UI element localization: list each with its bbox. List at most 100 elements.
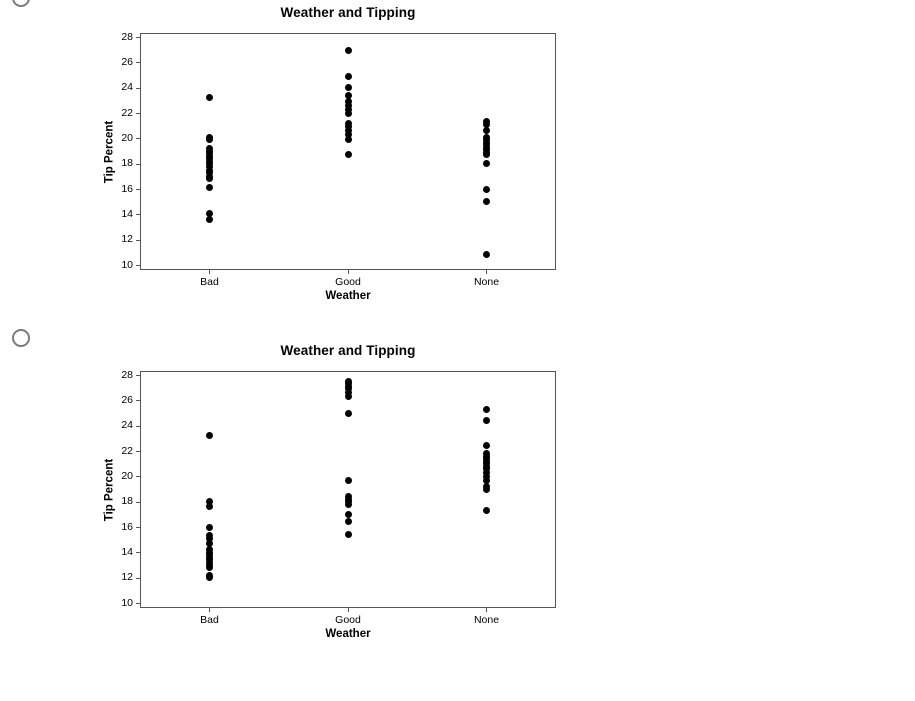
y-tick-mark [136, 425, 140, 427]
x-axis-label: Weather [325, 628, 371, 640]
data-point [483, 485, 490, 493]
data-point [483, 120, 490, 128]
x-tick-label: Good [335, 614, 361, 626]
option-2-radio[interactable] [12, 329, 30, 347]
data-point [344, 131, 352, 139]
data-point [206, 175, 213, 183]
data-point [483, 251, 490, 259]
y-tick-label: 16 [121, 182, 133, 195]
data-point [483, 198, 490, 206]
data-point [344, 47, 352, 55]
data-point [344, 510, 352, 518]
y-tick-label: 26 [121, 393, 133, 406]
data-point [206, 94, 213, 102]
x-tick-label: Bad [200, 614, 219, 626]
data-point [483, 476, 490, 484]
y-tick-label: 22 [121, 444, 133, 457]
chart-option-2: Weather and Tipping 28 26 24 22 20 18 16 14 12 10 B… [0, 338, 915, 650]
y-tick-label: 14 [121, 207, 133, 220]
y-tick-label: 12 [121, 233, 133, 246]
data-point [206, 564, 213, 572]
x-tick-label: Bad [200, 276, 219, 288]
y-tick-mark [136, 239, 140, 241]
data-point [206, 136, 213, 144]
y-tick-mark [136, 189, 140, 190]
y-tick-label: 24 [121, 81, 133, 94]
data-point [344, 123, 352, 131]
y-tick-mark [136, 527, 140, 528]
data-point [206, 574, 213, 582]
data-point [344, 136, 352, 144]
y-tick-mark [136, 214, 140, 216]
data-point [483, 507, 490, 515]
x-tick-label: Good [335, 276, 361, 288]
y-tick-label: 18 [121, 495, 133, 508]
x-tick-mark [347, 608, 349, 612]
y-tick-label: 14 [121, 545, 133, 558]
data-point [344, 389, 352, 397]
y-tick-label: 20 [121, 469, 133, 482]
data-point [483, 160, 490, 168]
data-point [344, 393, 352, 401]
x-tick-mark [486, 270, 487, 274]
y-tick-label: 24 [121, 419, 133, 432]
data-point [206, 184, 213, 192]
x-tick-label: None [473, 614, 500, 626]
data-point [483, 469, 490, 477]
y-tick-label: 20 [121, 131, 133, 144]
data-point [206, 209, 213, 217]
y-tick-label: 18 [121, 157, 133, 170]
y-tick-label: 10 [121, 258, 133, 271]
y-tick-mark [136, 375, 140, 376]
data-point [206, 162, 213, 170]
data-point [206, 534, 213, 542]
y-tick-mark [136, 501, 140, 503]
data-point [344, 105, 352, 113]
y-tick-mark [136, 451, 140, 452]
y-tick-label: 28 [121, 368, 133, 381]
data-point [483, 151, 490, 159]
data-point [344, 127, 352, 135]
data-point [344, 91, 352, 99]
data-point [344, 500, 352, 508]
y-tick-label: 26 [121, 55, 133, 68]
y-tick-label: 16 [121, 520, 133, 533]
y-axis-label: Tip Percent [103, 458, 115, 521]
chart-option-1: Weather and Tipping 28 26 24 22 20 18 16 14 12 10 B… [0, 0, 915, 312]
y-tick-mark [136, 603, 140, 604]
y-tick-mark [136, 37, 140, 38]
y-tick-label: 22 [121, 106, 133, 119]
x-tick-label: None [473, 276, 500, 288]
y-axis-label: Tip Percent [103, 120, 115, 183]
y-tick-mark [136, 552, 140, 554]
x-tick-mark [209, 608, 210, 612]
y-tick-mark [136, 87, 140, 89]
data-point [483, 472, 490, 480]
y-tick-mark [136, 400, 140, 402]
data-point [344, 109, 352, 117]
data-point [344, 84, 352, 92]
y-tick-mark [136, 163, 140, 165]
x-tick-mark [347, 270, 349, 274]
data-point [344, 101, 352, 109]
data-point [344, 98, 352, 106]
y-tick-mark [136, 113, 140, 114]
y-tick-label: 10 [121, 596, 133, 609]
y-tick-mark [136, 476, 140, 478]
data-point [344, 409, 352, 417]
data-point [206, 503, 213, 511]
data-point [206, 169, 213, 177]
plot-area [140, 371, 556, 608]
data-point [483, 405, 490, 413]
data-point [344, 119, 352, 127]
data-point [483, 417, 490, 425]
y-tick-mark [136, 577, 140, 579]
y-tick-mark [136, 138, 140, 140]
y-tick-label: 12 [121, 571, 133, 584]
chart-title: Weather and Tipping [280, 343, 416, 358]
chart-title: Weather and Tipping [280, 5, 416, 20]
data-point [206, 539, 213, 547]
data-point [483, 465, 490, 473]
data-point [344, 385, 352, 393]
